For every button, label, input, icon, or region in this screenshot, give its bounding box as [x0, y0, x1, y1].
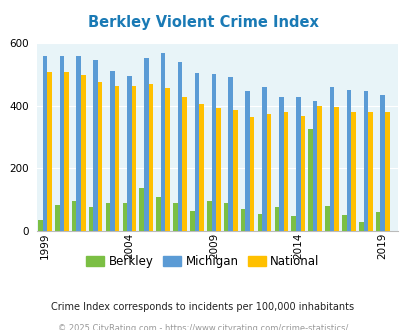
Bar	[324, 206, 329, 231]
Legend: Berkley, Michigan, National: Berkley, Michigan, National	[81, 250, 324, 273]
Bar	[93, 60, 98, 231]
Bar	[300, 115, 304, 231]
Bar	[115, 86, 119, 231]
Bar	[317, 106, 321, 231]
Bar	[223, 203, 228, 231]
Bar	[358, 222, 362, 231]
Bar	[307, 129, 312, 231]
Bar	[211, 74, 215, 231]
Bar	[215, 108, 220, 231]
Bar	[182, 97, 186, 231]
Bar	[47, 72, 52, 231]
Bar	[257, 214, 262, 231]
Bar	[232, 110, 237, 231]
Text: © 2025 CityRating.com - https://www.cityrating.com/crime-statistics/: © 2025 CityRating.com - https://www.city…	[58, 324, 347, 330]
Bar	[98, 82, 102, 231]
Bar	[165, 88, 170, 231]
Bar	[160, 53, 165, 231]
Bar	[60, 56, 64, 231]
Bar	[55, 205, 60, 231]
Bar	[139, 188, 144, 231]
Bar	[89, 208, 93, 231]
Bar	[122, 203, 127, 231]
Bar	[329, 87, 333, 231]
Bar	[105, 203, 110, 231]
Bar	[207, 201, 211, 231]
Bar	[144, 58, 148, 231]
Bar	[76, 56, 81, 231]
Bar	[64, 72, 68, 231]
Bar	[110, 71, 115, 231]
Bar	[295, 97, 300, 231]
Bar	[190, 211, 194, 231]
Text: Crime Index corresponds to incidents per 100,000 inhabitants: Crime Index corresponds to incidents per…	[51, 302, 354, 312]
Bar	[274, 208, 278, 231]
Bar	[249, 117, 254, 231]
Bar	[127, 76, 131, 231]
Bar	[148, 84, 153, 231]
Bar	[72, 201, 76, 231]
Bar	[375, 212, 379, 231]
Bar	[333, 107, 338, 231]
Bar	[173, 203, 177, 231]
Bar	[266, 114, 271, 231]
Bar	[194, 73, 199, 231]
Bar	[262, 87, 266, 231]
Text: Berkley Violent Crime Index: Berkley Violent Crime Index	[87, 15, 318, 30]
Bar	[341, 215, 346, 231]
Bar	[367, 112, 372, 231]
Bar	[156, 197, 160, 231]
Bar	[312, 101, 317, 231]
Bar	[384, 112, 388, 231]
Bar	[346, 90, 350, 231]
Bar	[228, 78, 232, 231]
Bar	[38, 220, 43, 231]
Bar	[131, 86, 136, 231]
Bar	[245, 91, 249, 231]
Bar	[240, 209, 245, 231]
Bar	[362, 91, 367, 231]
Bar	[283, 112, 288, 231]
Bar	[278, 97, 283, 231]
Bar	[177, 62, 182, 231]
Bar	[379, 95, 384, 231]
Bar	[81, 75, 85, 231]
Bar	[291, 216, 295, 231]
Bar	[350, 112, 355, 231]
Bar	[199, 104, 203, 231]
Bar	[43, 56, 47, 231]
